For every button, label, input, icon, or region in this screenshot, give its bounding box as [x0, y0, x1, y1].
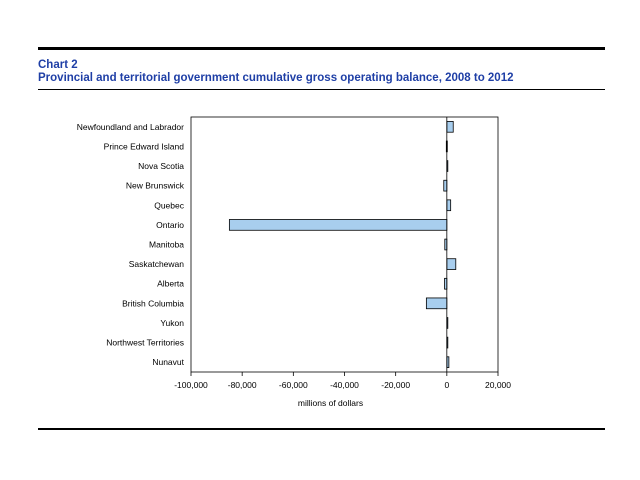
- bar-ontario: [228, 219, 448, 231]
- x-tick-label: -80,000: [228, 380, 257, 390]
- chart-number: Chart 2: [38, 59, 78, 71]
- category-label: Newfoundland and Labrador: [77, 122, 184, 132]
- x-tick-label: -60,000: [279, 380, 308, 390]
- bar-saskatchewan: [446, 258, 457, 270]
- category-label: Quebec: [154, 200, 185, 210]
- bar-british-columbia: [425, 297, 448, 310]
- x-tick-label: -20,000: [381, 380, 410, 390]
- category-label: New Brunswick: [126, 181, 185, 191]
- category-label: Northwest Territories: [106, 338, 184, 348]
- x-axis-label: millions of dollars: [298, 398, 363, 408]
- bottom-rule: [38, 428, 605, 430]
- category-label: Yukon: [160, 318, 184, 328]
- x-tick-label: -100,000: [174, 380, 208, 390]
- category-labels: Newfoundland and Labrador Prince Edward I…: [77, 122, 185, 367]
- chart-title: Provincial and territorial government cu…: [38, 72, 514, 84]
- x-tick-label: 0: [444, 380, 449, 390]
- category-label: Prince Edward Island: [104, 141, 185, 151]
- category-label: Alberta: [157, 279, 184, 289]
- category-label: Nova Scotia: [138, 161, 184, 171]
- category-label: Ontario: [156, 220, 184, 230]
- bar-new-brunswick: [443, 179, 448, 192]
- bars-group: [228, 121, 457, 368]
- x-tick-label: 20,000: [485, 380, 511, 390]
- x-tick-label: -40,000: [330, 380, 359, 390]
- category-label: British Columbia: [122, 298, 184, 308]
- plot-frame: [190, 116, 499, 373]
- title-rule: [38, 89, 605, 90]
- bar-newfoundland-and-labrador: [446, 121, 454, 133]
- category-label: Manitoba: [149, 240, 184, 250]
- top-rule: [38, 47, 605, 50]
- bar-quebec: [446, 199, 452, 212]
- x-axis-ticks: -100,000 -80,000 -60,000 -40,000 -20,000 0 20,…: [174, 372, 511, 390]
- category-label: Nunavut: [152, 357, 184, 367]
- category-label: Saskatchewan: [129, 259, 185, 269]
